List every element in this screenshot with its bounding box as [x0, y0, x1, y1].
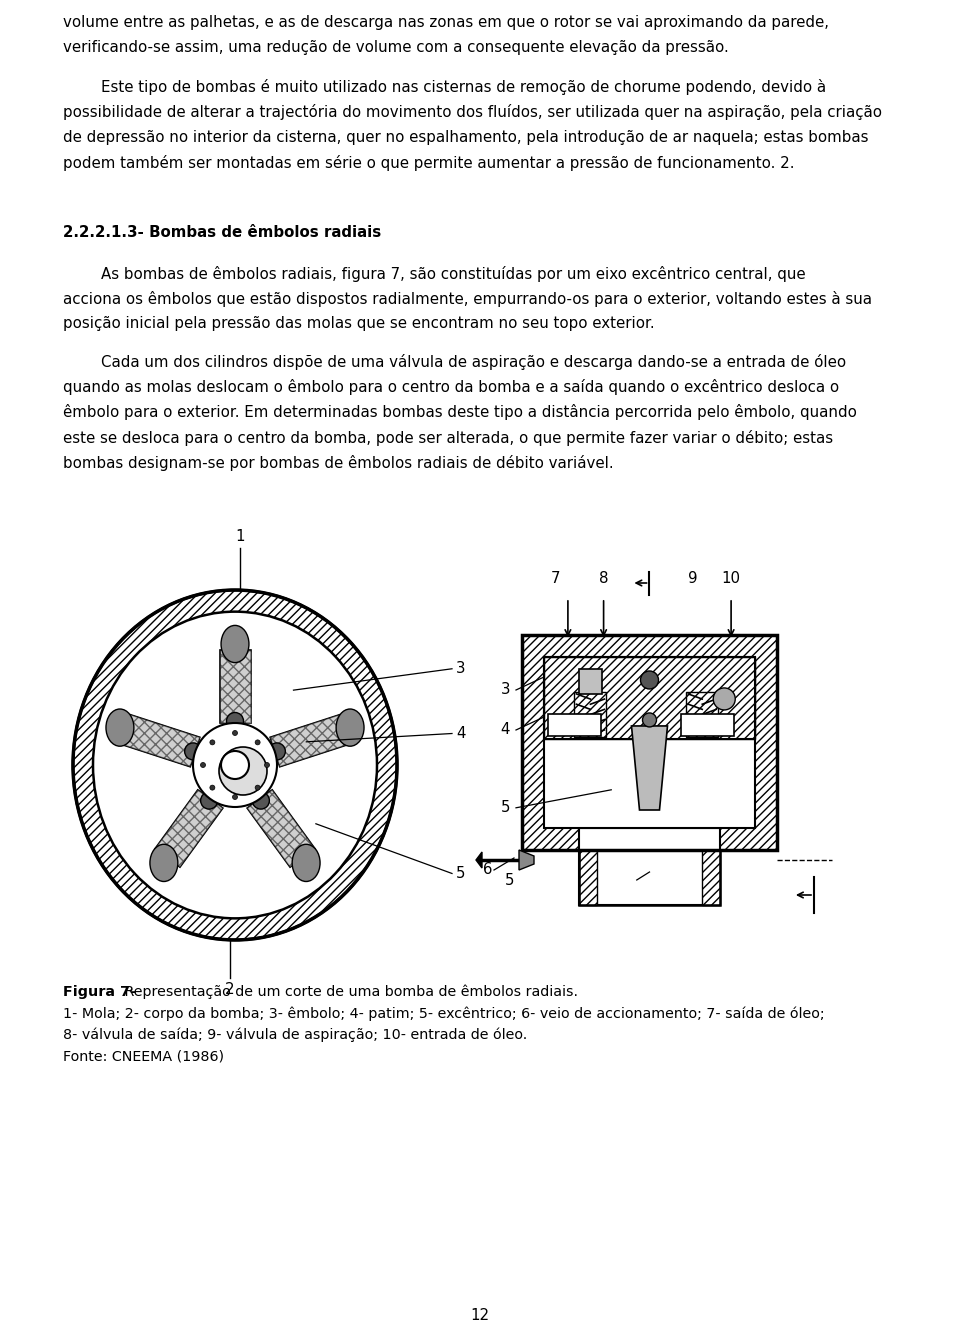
Text: 1: 1 — [235, 529, 245, 545]
Polygon shape — [220, 650, 251, 724]
Bar — [579, 669, 602, 694]
Text: 7: 7 — [550, 571, 560, 586]
Circle shape — [221, 752, 249, 780]
Text: 3: 3 — [456, 661, 466, 677]
Circle shape — [255, 740, 260, 745]
Text: 1- Mola; 2- corpo da bomba; 3- êmbolo; 4- patim; 5- excêntrico; 6- veio de accio: 1- Mola; 2- corpo da bomba; 3- êmbolo; 4… — [63, 1007, 825, 1021]
Ellipse shape — [73, 590, 397, 940]
Bar — [682, 714, 733, 736]
Circle shape — [201, 762, 205, 768]
Bar — [702, 850, 720, 905]
Text: Cada um dos cilindros dispõe de uma válvula de aspiração e descarga dando-se a e: Cada um dos cilindros dispõe de uma válv… — [63, 354, 846, 370]
Circle shape — [255, 785, 260, 790]
Circle shape — [713, 688, 735, 710]
Polygon shape — [121, 714, 200, 766]
Text: Fonte: CNEEMA (1986): Fonte: CNEEMA (1986) — [63, 1049, 224, 1064]
Text: 2: 2 — [226, 983, 235, 997]
Circle shape — [269, 742, 285, 760]
Text: Este tipo de bombas é muito utilizado nas cisternas de remoção de chorume podend: Este tipo de bombas é muito utilizado na… — [63, 79, 827, 95]
Text: podem também ser montadas em série o que permite aumentar a pressão de funcionam: podem também ser montadas em série o que… — [63, 155, 795, 171]
Text: possibilidade de alterar a trajectória do movimento dos fluídos, ser utilizada q: possibilidade de alterar a trajectória d… — [63, 104, 882, 120]
Circle shape — [265, 762, 270, 768]
Text: quando as molas deslocam o êmbolo para o centro da bomba e a saída quando o excê: quando as molas deslocam o êmbolo para o… — [63, 379, 839, 395]
Text: posição inicial pela pressão das molas que se encontram no seu topo exterior.: posição inicial pela pressão das molas q… — [63, 316, 655, 331]
Text: Figura 7-: Figura 7- — [63, 985, 136, 999]
Bar — [522, 635, 777, 850]
Text: 8: 8 — [599, 571, 609, 586]
Text: 4: 4 — [500, 722, 510, 737]
Text: volume entre as palhetas, e as de descarga nas zonas em que o rotor se vai aprox: volume entre as palhetas, e as de descar… — [63, 15, 829, 29]
Polygon shape — [121, 714, 200, 766]
Text: As bombas de êmbolos radiais, figura 7, são constituídas por um eixo excêntrico : As bombas de êmbolos radiais, figura 7, … — [63, 266, 805, 282]
Polygon shape — [247, 790, 315, 868]
Bar — [544, 657, 755, 740]
Circle shape — [193, 724, 277, 806]
Ellipse shape — [336, 709, 364, 746]
Circle shape — [184, 742, 202, 760]
Circle shape — [227, 713, 244, 729]
Circle shape — [201, 792, 218, 809]
Text: de depressão no interior da cisterna, quer no espalhamento, pela introdução de a: de depressão no interior da cisterna, qu… — [63, 129, 869, 144]
Text: 4: 4 — [456, 726, 466, 741]
Circle shape — [642, 713, 657, 728]
Ellipse shape — [93, 611, 377, 918]
Text: bombas designam-se por bombas de êmbolos radiais de débito variável.: bombas designam-se por bombas de êmbolos… — [63, 455, 613, 471]
Polygon shape — [632, 726, 667, 810]
Ellipse shape — [150, 844, 178, 881]
Ellipse shape — [106, 709, 133, 746]
Text: verificando-se assim, uma redução de volume com a consequente elevação da pressã: verificando-se assim, uma redução de vol… — [63, 40, 729, 55]
Circle shape — [252, 792, 270, 809]
Text: êmbolo para o exterior. Em determinadas bombas deste tipo a distância percorrida: êmbolo para o exterior. Em determinadas … — [63, 405, 857, 421]
Bar — [580, 850, 720, 905]
Bar — [580, 828, 720, 905]
Bar — [544, 657, 755, 740]
Text: 5: 5 — [505, 873, 514, 888]
Text: 8- válvula de saída; 9- válvula de aspiração; 10- entrada de óleo.: 8- válvula de saída; 9- válvula de aspir… — [63, 1028, 527, 1043]
Circle shape — [640, 672, 659, 689]
Ellipse shape — [221, 625, 249, 662]
Polygon shape — [270, 714, 349, 766]
Polygon shape — [247, 790, 315, 868]
Circle shape — [210, 740, 215, 745]
Circle shape — [219, 748, 267, 796]
Bar — [544, 657, 755, 828]
Text: Representação de um corte de uma bomba de êmbolos radiais.: Representação de um corte de uma bomba d… — [120, 985, 579, 1000]
Text: 5: 5 — [456, 866, 466, 881]
Polygon shape — [519, 850, 534, 870]
Circle shape — [232, 794, 237, 800]
Text: 5: 5 — [500, 800, 510, 816]
Text: 6: 6 — [483, 862, 492, 877]
Text: 3: 3 — [500, 682, 510, 697]
Bar — [580, 850, 597, 905]
Ellipse shape — [292, 844, 320, 881]
Bar — [686, 692, 718, 737]
Polygon shape — [155, 790, 223, 868]
Text: 9: 9 — [688, 571, 698, 586]
Bar — [574, 692, 607, 737]
Circle shape — [210, 785, 215, 790]
Text: 12: 12 — [470, 1308, 490, 1323]
Polygon shape — [476, 852, 482, 868]
Text: 10: 10 — [722, 571, 740, 586]
Polygon shape — [220, 650, 251, 724]
Bar — [522, 635, 777, 850]
Polygon shape — [155, 790, 223, 868]
Text: este se desloca para o centro da bomba, pode ser alterada, o que permite fazer v: este se desloca para o centro da bomba, … — [63, 430, 833, 446]
Circle shape — [232, 730, 237, 736]
Polygon shape — [270, 714, 349, 766]
Bar — [548, 714, 601, 736]
Text: 2.2.2.1.3- Bombas de êmbolos radiais: 2.2.2.1.3- Bombas de êmbolos radiais — [63, 226, 381, 240]
Text: acciona os êmbolos que estão dispostos radialmente, empurrando-os para o exterio: acciona os êmbolos que estão dispostos r… — [63, 291, 872, 307]
